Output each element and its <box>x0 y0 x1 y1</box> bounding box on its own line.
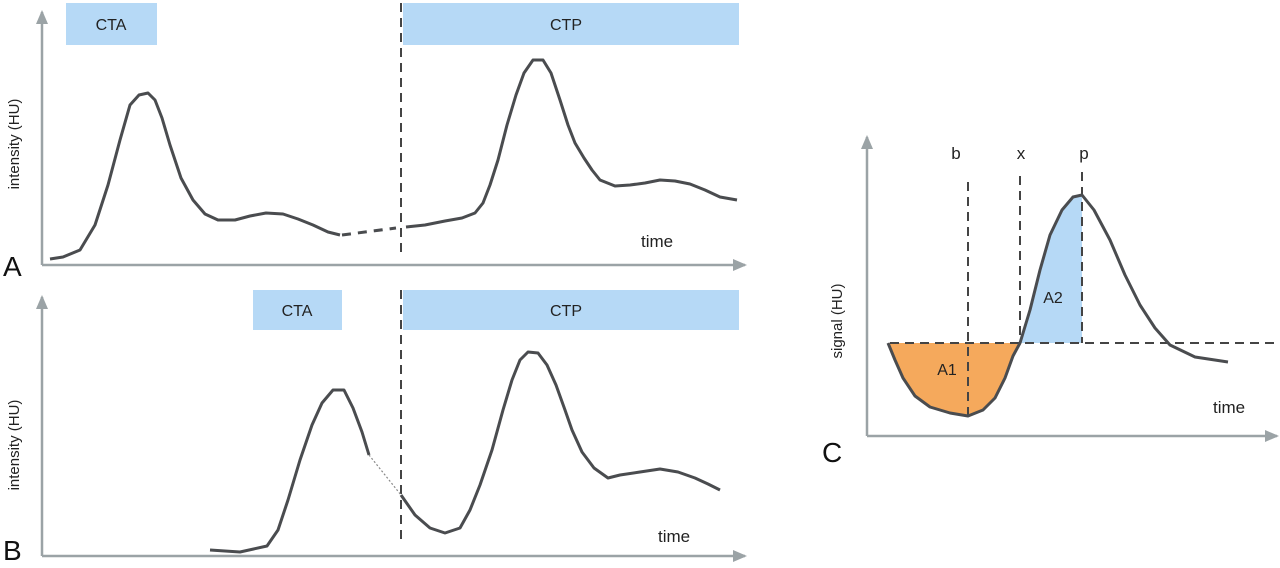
panel-b: CTA CTP time intensity (HU) B <box>3 290 747 566</box>
panel-c-x-axis-label: time <box>1213 398 1245 417</box>
panel-c-y-axis-label: signal (HU) <box>829 283 846 358</box>
panel-a-ctp-curve <box>405 58 738 229</box>
panel-c-area-a2 <box>1020 195 1082 343</box>
panel-b-ctp-label: CTP <box>550 303 582 320</box>
panel-b-y-axis-label: intensity (HU) <box>6 400 23 491</box>
panel-a: CTA CTP time intensity (HU) A <box>3 3 747 282</box>
panel-b-cta-label: CTA <box>282 303 313 320</box>
panel-a-cta-label: CTA <box>96 17 127 34</box>
panel-c-area-a1 <box>888 343 1020 416</box>
panel-b-gap-line <box>368 454 402 496</box>
panel-a-cta-curve <box>49 91 341 261</box>
panel-a-y-axis-label: intensity (HU) <box>6 99 23 190</box>
panel-c: b x p A1 A2 time signal (HU) C <box>822 135 1279 468</box>
panel-c-marker-b-label: b <box>951 144 960 163</box>
panel-a-letter: A <box>3 251 22 282</box>
panel-a-ctp-box <box>403 3 739 45</box>
panel-b-x-axis-label: time <box>658 527 690 546</box>
panel-c-signal-curve <box>886 193 1229 418</box>
panel-b-cta-curve <box>209 388 371 554</box>
panel-a-gap-line <box>341 226 397 237</box>
panel-c-letter: C <box>822 437 842 468</box>
panel-b-cta-box <box>253 290 342 330</box>
panel-a-ctp-label: CTP <box>550 17 582 34</box>
panel-c-area-a2-label: A2 <box>1043 290 1063 307</box>
panel-b-ctp-curve <box>399 350 721 535</box>
panel-b-letter: B <box>3 535 22 566</box>
panel-c-area-a1-label: A1 <box>937 362 957 379</box>
panel-b-ctp-box <box>403 290 739 330</box>
panel-a-x-axis-label: time <box>641 232 673 251</box>
panel-c-marker-x-label: x <box>1017 144 1026 163</box>
panel-c-marker-p-label: p <box>1079 144 1088 163</box>
panel-a-cta-box <box>66 3 157 45</box>
